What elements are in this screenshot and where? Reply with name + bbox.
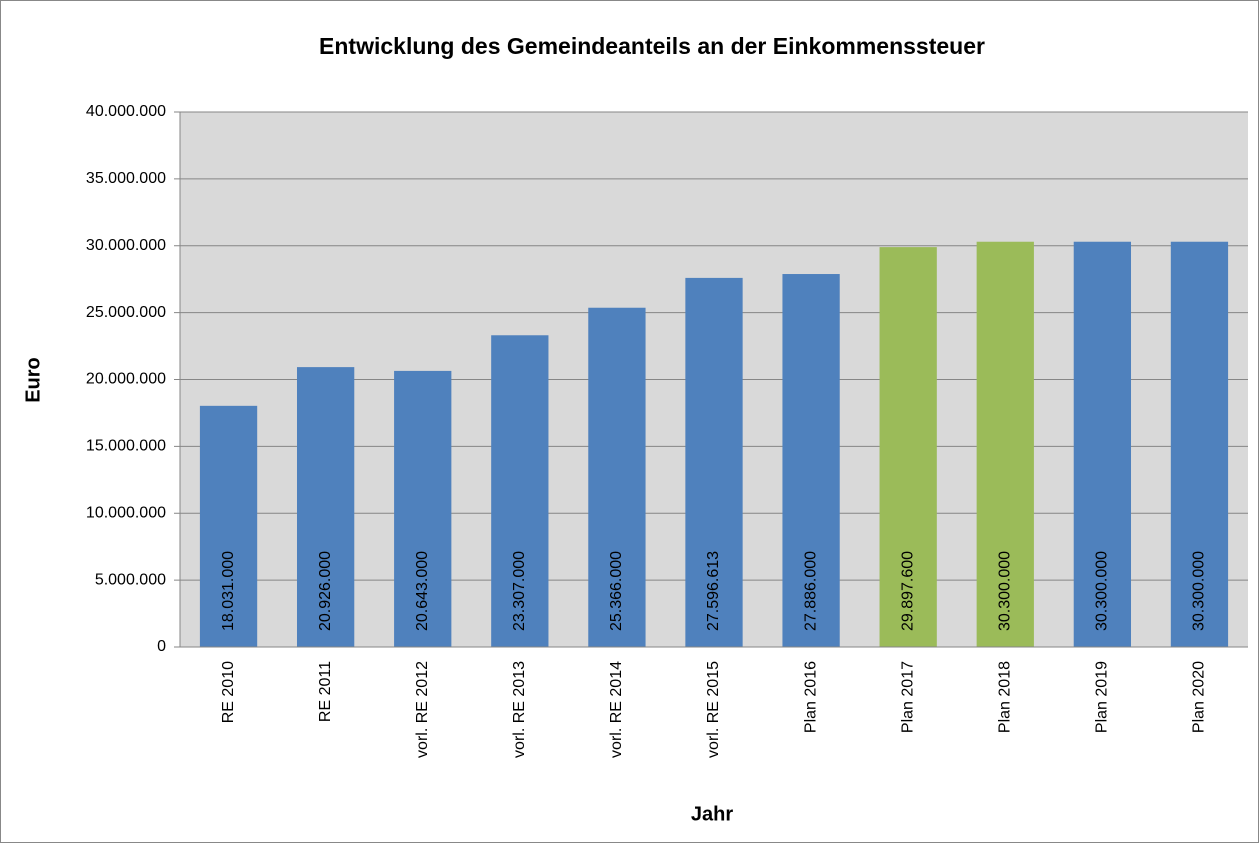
bar [296,367,355,647]
bar [199,405,258,647]
y-tick-label: 15.000.000 [86,438,166,455]
y-tick-label: 20.000.000 [86,371,166,388]
bar [879,247,937,647]
x-tick-label: Plan 2020 [1191,661,1208,733]
value-label: 30.300.000 [1191,551,1208,631]
y-tick-label: 35.000.000 [86,170,166,187]
y-tick-label: 0 [157,638,166,655]
x-tick-label: vorl. RE 2013 [511,661,528,758]
value-label: 23.307.000 [511,551,528,631]
value-label: 30.300.000 [1094,551,1111,631]
bar [394,370,452,647]
x-tick-label: vorl. RE 2014 [608,661,625,758]
chart-title: Entwicklung des Gemeindeanteils an der E… [319,33,985,59]
bar [491,335,549,647]
x-tick-label: vorl. RE 2012 [414,661,431,758]
bar [1073,241,1132,648]
value-label: 30.300.000 [996,551,1013,631]
bar [782,274,840,647]
value-label: 27.886.000 [802,551,819,631]
value-label: 29.897.600 [899,551,916,631]
value-label: 18.031.000 [220,551,237,631]
value-label: 20.643.000 [414,551,431,631]
x-tick-label: RE 2011 [317,661,334,722]
value-label: 25.366.000 [608,551,625,631]
x-tick-label: vorl. RE 2015 [705,661,722,758]
bar [1170,241,1229,648]
y-tick-label: 30.000.000 [86,237,166,254]
bar [588,307,646,647]
y-tick-label: 5.000.000 [95,571,166,588]
y-tick-label: 10.000.000 [86,504,166,521]
x-axis-title: Jahr [691,803,733,825]
value-label: 20.926.000 [317,551,334,631]
x-tick-label: Plan 2019 [1094,661,1111,733]
bar [685,277,743,647]
x-tick-label: Plan 2016 [802,661,819,733]
y-axis-title: Euro [22,357,44,403]
value-label: 27.596.613 [705,551,722,631]
x-tick-label: Plan 2018 [996,661,1013,733]
y-tick-label: 25.000.000 [86,304,166,321]
x-tick-label: RE 2010 [220,661,237,723]
bar [976,241,1034,648]
y-tick-label: 40.000.000 [86,103,166,120]
x-tick-label: Plan 2017 [899,661,916,733]
